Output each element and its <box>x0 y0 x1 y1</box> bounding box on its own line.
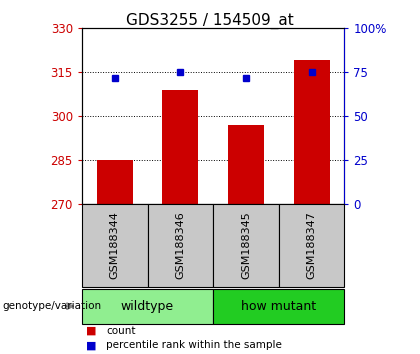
Bar <box>228 125 264 204</box>
Text: ■: ■ <box>86 326 97 336</box>
Text: percentile rank within the sample: percentile rank within the sample <box>106 340 282 350</box>
Text: GDS3255 / 154509_at: GDS3255 / 154509_at <box>126 12 294 29</box>
Text: genotype/variation: genotype/variation <box>2 301 101 311</box>
Bar <box>97 160 133 204</box>
Bar <box>162 90 198 204</box>
Text: ■: ■ <box>86 340 97 350</box>
Bar <box>294 61 330 204</box>
Text: GSM188345: GSM188345 <box>241 211 251 279</box>
Text: GSM188346: GSM188346 <box>175 211 185 279</box>
Text: GSM188344: GSM188344 <box>110 211 120 279</box>
Text: GSM188347: GSM188347 <box>307 211 317 279</box>
Text: wildtype: wildtype <box>121 300 174 313</box>
Text: how mutant: how mutant <box>241 300 316 313</box>
Text: count: count <box>106 326 136 336</box>
